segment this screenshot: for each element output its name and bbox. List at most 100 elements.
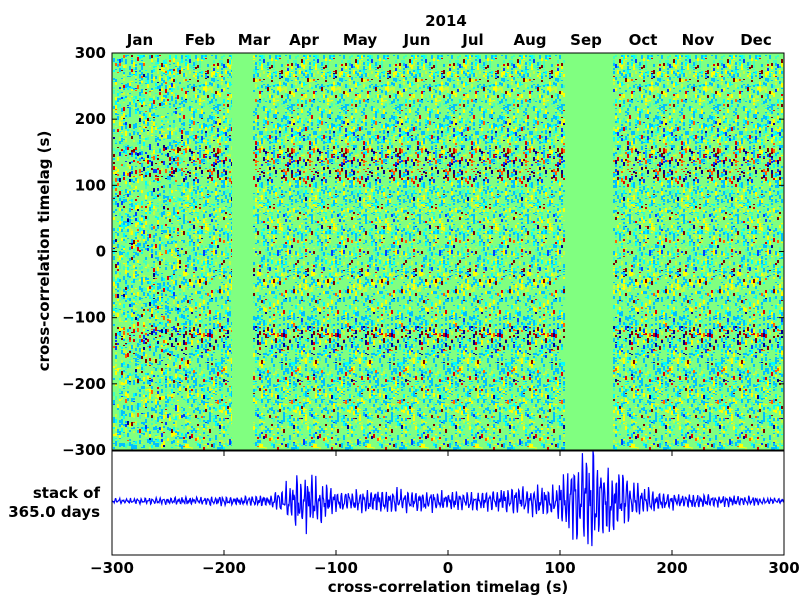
heatmap-cell — [263, 208, 265, 212]
heatmap-cell — [181, 437, 183, 439]
heatmap-cell — [159, 402, 161, 404]
heatmap-cell — [175, 79, 177, 83]
heatmap-cell — [275, 268, 277, 270]
heatmap-cell — [181, 183, 183, 186]
heatmap-cell — [125, 146, 127, 150]
heatmap-cell — [185, 245, 187, 246]
heatmap-cell — [135, 186, 137, 189]
heatmap-cell — [181, 415, 183, 418]
heatmap-cell — [255, 152, 257, 154]
heatmap-cell — [261, 202, 263, 203]
heatmap-cell — [151, 363, 153, 365]
heatmap-cell — [173, 281, 175, 284]
heatmap-cell — [195, 94, 197, 98]
heatmap-cell — [123, 239, 125, 241]
heatmap-cell — [261, 394, 263, 398]
heatmap-cell — [199, 318, 201, 320]
heatmap-cell — [181, 396, 183, 398]
heatmap-cell — [135, 123, 137, 126]
heatmap-cell — [213, 270, 215, 273]
heatmap-cell — [283, 127, 285, 129]
heatmap-cell — [191, 128, 193, 131]
heatmap-cell — [217, 148, 219, 152]
heatmap-cell — [283, 224, 285, 225]
heatmap-cell — [145, 399, 147, 403]
heatmap-cell — [219, 387, 221, 388]
heatmap-cell — [163, 310, 165, 311]
heatmap-cell — [271, 80, 273, 82]
heatmap-cell — [193, 323, 195, 327]
heatmap-cell — [203, 58, 205, 60]
heatmap-cell — [193, 115, 195, 118]
heatmap-cell — [193, 111, 195, 115]
heatmap-cell — [175, 334, 177, 336]
heatmap-cell — [153, 261, 155, 263]
heatmap-cell — [169, 77, 171, 79]
heatmap-cell — [115, 427, 117, 431]
heatmap-cell — [261, 287, 263, 290]
heatmap-cell — [265, 86, 267, 89]
heatmap-cell — [161, 102, 163, 106]
heatmap-cell — [147, 118, 149, 121]
heatmap-cell — [161, 153, 163, 155]
heatmap-cell — [213, 204, 215, 206]
heatmap-cell — [255, 251, 257, 253]
heatmap-cell — [219, 313, 221, 317]
heatmap-cell — [185, 337, 187, 341]
heatmap-cell — [177, 301, 179, 304]
heatmap-cell — [175, 381, 177, 382]
heatmap-cell — [181, 97, 183, 100]
heatmap-cell — [181, 158, 183, 162]
heatmap-cell — [175, 55, 177, 59]
heatmap-cell — [209, 191, 211, 193]
heatmap-cell — [181, 144, 183, 145]
heatmap-cell — [133, 205, 135, 209]
heatmap-cell — [191, 178, 193, 181]
heatmap-cell — [149, 434, 151, 437]
heatmap-cell — [121, 135, 123, 137]
heatmap-cell — [263, 300, 265, 304]
heatmap-cell — [263, 320, 265, 322]
heatmap-cell — [141, 146, 143, 149]
heatmap-cell — [119, 87, 121, 89]
heatmap-cell — [161, 176, 163, 177]
heatmap-cell — [225, 163, 227, 164]
heatmap-cell — [125, 263, 127, 267]
heatmap-cell — [171, 233, 173, 234]
heatmap-cell — [151, 329, 153, 330]
heatmap-cell — [119, 438, 121, 439]
heatmap-cell — [283, 377, 285, 380]
heatmap-cell — [157, 406, 159, 409]
heatmap-cell — [213, 266, 215, 267]
heatmap-cell — [257, 104, 259, 107]
heatmap-cell — [141, 174, 143, 175]
heatmap-cell — [261, 229, 263, 231]
heatmap-cell — [161, 277, 163, 281]
heatmap-cell — [259, 416, 261, 419]
heatmap-cell — [221, 417, 223, 420]
heatmap-cell — [167, 176, 169, 180]
heatmap-cell — [263, 261, 265, 265]
heatmap-cell — [123, 276, 125, 280]
heatmap-cell — [131, 74, 133, 76]
heatmap-cell — [219, 220, 221, 221]
heatmap-cell — [149, 104, 151, 106]
heatmap-cell — [283, 166, 285, 169]
heatmap-cell — [135, 88, 137, 89]
heatmap-cell — [159, 370, 161, 372]
heatmap-cell — [191, 162, 193, 163]
heatmap-cell — [257, 386, 259, 388]
heatmap-cell — [189, 205, 191, 206]
heatmap-cell — [213, 136, 215, 138]
heatmap-cell — [185, 354, 187, 355]
heatmap-cell — [139, 55, 141, 59]
heatmap-cell — [145, 277, 147, 280]
heatmap-cell — [149, 344, 151, 346]
heatmap-cell — [165, 59, 167, 62]
heatmap-cell — [227, 406, 229, 409]
heatmap-cell — [159, 127, 161, 129]
heatmap-cell — [183, 222, 185, 224]
heatmap-cell — [193, 62, 195, 63]
heatmap-cell — [269, 170, 271, 171]
heatmap-cell — [123, 312, 125, 315]
